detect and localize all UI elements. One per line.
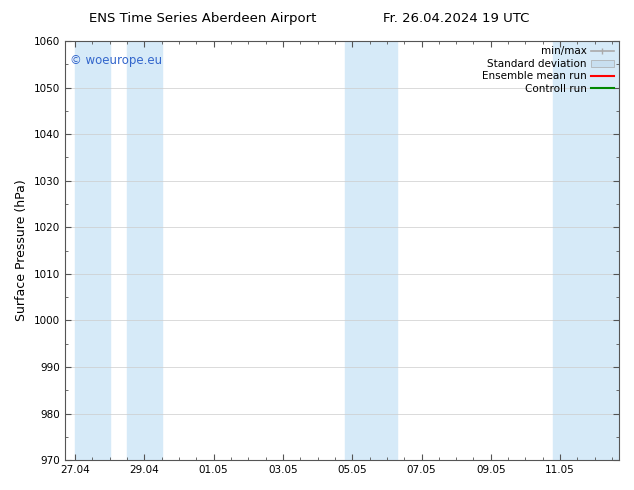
Y-axis label: Surface Pressure (hPa): Surface Pressure (hPa) bbox=[15, 180, 28, 321]
Text: ENS Time Series Aberdeen Airport: ENS Time Series Aberdeen Airport bbox=[89, 12, 316, 25]
Bar bbox=[346, 41, 398, 460]
Text: Fr. 26.04.2024 19 UTC: Fr. 26.04.2024 19 UTC bbox=[384, 12, 529, 25]
Bar bbox=[553, 41, 619, 460]
Text: © woeurope.eu: © woeurope.eu bbox=[70, 53, 162, 67]
Legend: min/max, Standard deviation, Ensemble mean run, Controll run: min/max, Standard deviation, Ensemble me… bbox=[480, 44, 616, 96]
Bar bbox=[75, 41, 110, 460]
Bar bbox=[127, 41, 162, 460]
